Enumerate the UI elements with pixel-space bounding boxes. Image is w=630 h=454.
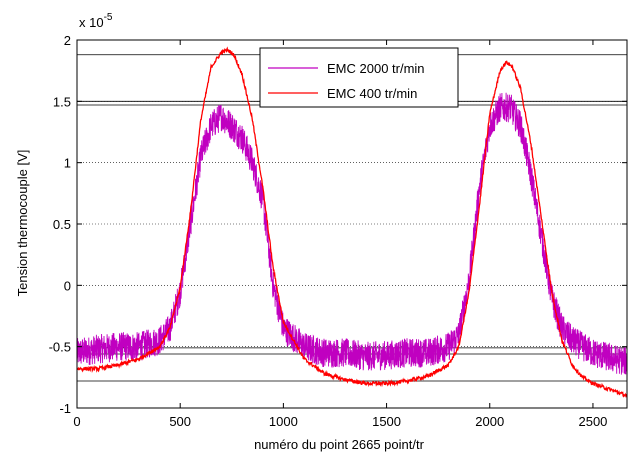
legend: EMC 2000 tr/min EMC 400 tr/min [259, 47, 459, 108]
y-tick-label: 2 [64, 33, 71, 48]
y-tick-label: 0 [64, 278, 71, 293]
legend-label-emc-400: EMC 400 tr/min [327, 86, 417, 101]
x-axis-label: numéro du point 2665 point/tr [254, 437, 425, 452]
x-tick-label: 1500 [372, 414, 401, 429]
series-line-emc-2000 [77, 92, 627, 375]
y-tick-label: -1 [59, 401, 71, 416]
x-tick-label: 500 [169, 414, 191, 429]
y-tick-label: -0.5 [49, 340, 71, 355]
y-tick-label: 1 [64, 156, 71, 171]
x-tick-label: 2000 [475, 414, 504, 429]
x-tick-label: 1000 [269, 414, 298, 429]
legend-label-emc-2000: EMC 2000 tr/min [327, 61, 425, 76]
legend-box [259, 47, 459, 108]
axis-ticks: 0 500 1000 1500 2000 2500 -1 -0.5 0 0.5 1 1.5 2 [49, 33, 627, 429]
series-line-emc-400 [77, 46, 627, 399]
x-tick-label: 0 [73, 414, 80, 429]
y-axis-label: Tension thermocouple [V] [15, 150, 30, 297]
x-tick-label: 2500 [578, 414, 607, 429]
series-lines [77, 46, 627, 399]
y-tick-label: 0.5 [53, 217, 71, 232]
y-tick-label: 1.5 [53, 94, 71, 109]
y-exponent-label: x 10-5 [79, 12, 113, 30]
